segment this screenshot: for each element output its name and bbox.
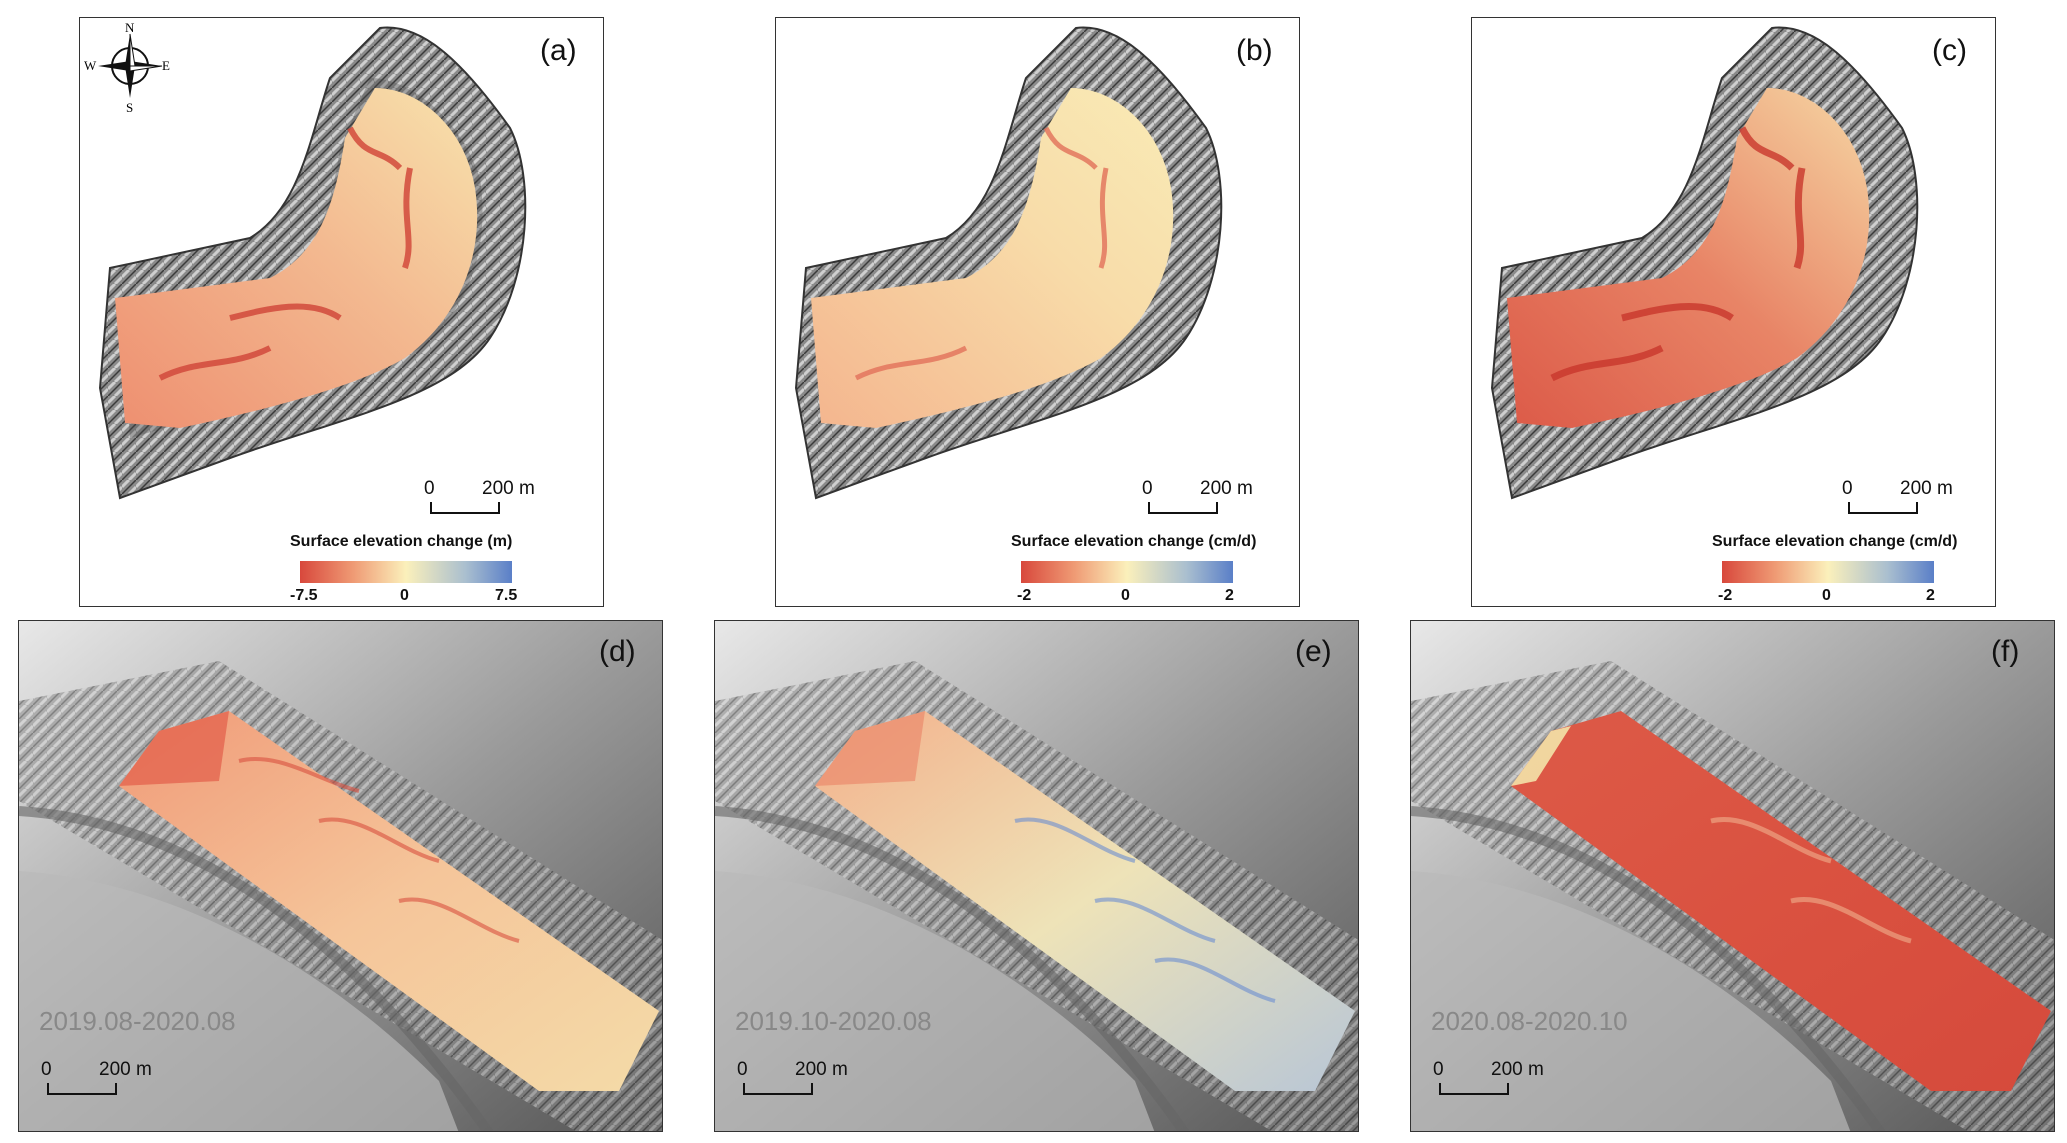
period-label: 2019.10-2020.08	[735, 1006, 932, 1036]
compass-e: E	[162, 58, 170, 73]
compass-s: S	[126, 100, 134, 115]
panel-c: (c) 0 200 m Surface elevation change (cm…	[1471, 17, 1996, 607]
scale-start: 0	[737, 1059, 748, 1080]
elevation-change-overlay	[1507, 88, 1870, 428]
panel-b: (b) 0 200 m Surface elevation change (cm…	[775, 17, 1300, 607]
panel-label: (f)	[1991, 635, 2020, 668]
scale-start: 0	[41, 1059, 52, 1080]
scale-end: 200 m	[1200, 478, 1253, 499]
scale-bar: 0 200 m	[1142, 478, 1253, 518]
elevation-change-overlay	[815, 711, 1355, 1091]
scale-end: 200 m	[482, 478, 535, 499]
scale-start: 0	[1142, 478, 1153, 499]
elevation-change-overlay	[115, 88, 478, 428]
panel-f: (f) 2020.08-2020.10 0 200 m	[1410, 620, 2055, 1132]
elevation-change-overlay	[1511, 711, 2051, 1091]
legend-title: Surface elevation change (m)	[290, 533, 513, 550]
legend-max: 2	[1926, 587, 1935, 604]
hillshade-map	[1490, 26, 1919, 500]
compass-icon	[98, 33, 163, 98]
compass-rose: N S E W	[84, 20, 170, 115]
hillshade-map	[794, 26, 1223, 500]
legend-max: 7.5	[495, 587, 518, 604]
hillshade-map	[715, 621, 1358, 1131]
panel-e: (e) 2019.10-2020.08 0 200 m	[714, 620, 1359, 1132]
legend-max: 2	[1225, 587, 1234, 604]
scale-bar: 0 200 m	[1433, 1059, 1544, 1099]
scale-bar: 0 200 m	[1842, 478, 1953, 518]
hillshade-map	[19, 621, 662, 1131]
scale-bar: 0 200 m	[737, 1059, 848, 1099]
scale-start: 0	[1842, 478, 1853, 499]
panel-d: (d) 2019.08-2020.08 0 200 m	[18, 620, 663, 1132]
hillshade-map	[98, 26, 527, 500]
scale-bar: 0 200 m	[424, 478, 535, 518]
period-label: 2019.08-2020.08	[39, 1006, 236, 1036]
legend-colorbar	[1722, 561, 1934, 583]
scale-end: 200 m	[99, 1059, 152, 1080]
scale-bar: 0 200 m	[41, 1059, 152, 1099]
legend-mid: 0	[1121, 587, 1130, 604]
legend-colorbar	[1021, 561, 1233, 583]
legend-min: -7.5	[290, 587, 318, 604]
hillshade-map	[1411, 621, 2054, 1131]
elevation-change-overlay	[811, 88, 1174, 428]
scale-end: 200 m	[1491, 1059, 1544, 1080]
legend-mid: 0	[400, 587, 409, 604]
elevation-change-overlay	[119, 711, 659, 1091]
compass-n: N	[125, 20, 135, 35]
panel-label: (e)	[1295, 635, 1332, 668]
panel-label: (d)	[599, 635, 636, 668]
compass-w: W	[84, 58, 97, 73]
scale-end: 200 m	[795, 1059, 848, 1080]
legend-min: -2	[1718, 587, 1733, 604]
panel-a: N S E W (a) 0 200 m Surface elevation ch…	[79, 17, 604, 607]
legend-title: Surface elevation change (cm/d)	[1011, 533, 1257, 550]
legend-colorbar	[300, 561, 512, 583]
scale-end: 200 m	[1900, 478, 1953, 499]
panel-label: (c)	[1932, 34, 1967, 67]
legend-mid: 0	[1822, 587, 1831, 604]
panel-label: (a)	[540, 34, 577, 67]
period-label: 2020.08-2020.10	[1431, 1006, 1628, 1036]
scale-start: 0	[424, 478, 435, 499]
scale-start: 0	[1433, 1059, 1444, 1080]
legend-min: -2	[1017, 587, 1032, 604]
panel-label: (b)	[1236, 34, 1273, 67]
legend-title: Surface elevation change (cm/d)	[1712, 533, 1958, 550]
